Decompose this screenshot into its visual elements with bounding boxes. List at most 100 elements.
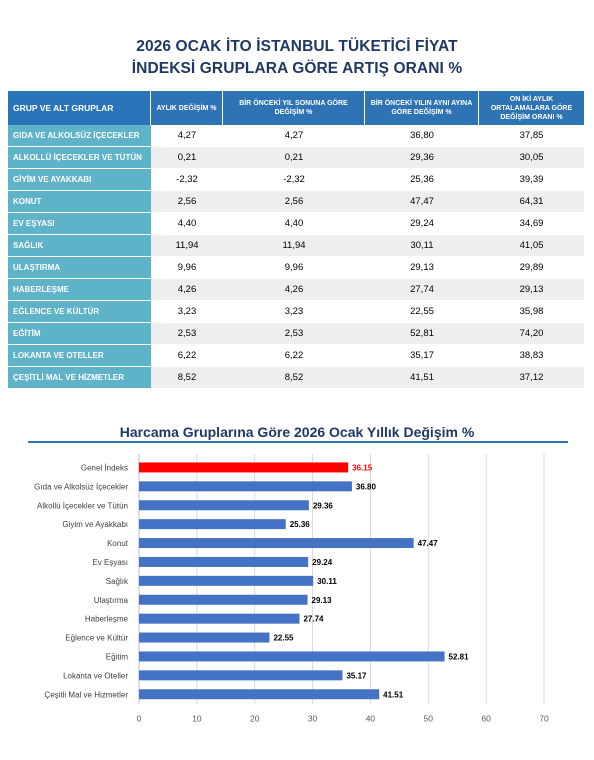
bar: [139, 500, 309, 511]
table-row: HABERLEŞME 4,26 4,26 27,74 29,13: [8, 279, 584, 301]
year-end-value: 2,56: [223, 191, 365, 213]
table-row: LOKANTA VE OTELLER 6,22 6,22 35,17 38,83: [8, 345, 584, 367]
table-row: ULAŞTIRMA 9,96 9,96 29,13 29,89: [8, 257, 584, 279]
monthly-value: 3,23: [151, 301, 223, 323]
monthly-value: 9,96: [151, 257, 223, 279]
same-month-value: 29,24: [365, 213, 479, 235]
bar: [139, 575, 314, 586]
monthly-value: 6,22: [151, 345, 223, 367]
row-label: ÇEŞİTLİ MAL VE HİZMETLER: [8, 367, 151, 389]
category-label: Giyim ve Ayakkabı: [62, 520, 128, 529]
category-label: Çeşitli Mal ve Hizmetler: [44, 690, 128, 699]
year-end-value: 4,40: [223, 213, 365, 235]
table-row: KONUT 2,56 2,56 47,47 64,31: [8, 191, 584, 213]
table-row: EV EŞYASI 4,40 4,40 29,24 34,69: [8, 213, 584, 235]
table-row: SAĞLIK 11,94 11,94 30,11 41,05: [8, 235, 584, 257]
monthly-value: 4,40: [151, 213, 223, 235]
page-title: 2026 OCAK İTO İSTANBUL TÜKETİCİ FİYAT İN…: [0, 36, 594, 80]
row-label: EĞLENCE VE KÜLTÜR: [8, 301, 151, 323]
twelve-month-value: 37,85: [479, 125, 584, 147]
header-group: GRUP VE ALT GRUPLAR: [8, 91, 151, 125]
twelve-month-value: 34,69: [479, 213, 584, 235]
table-row: GİYİM VE AYAKKABI -2,32 -2,32 25,36 39,39: [8, 169, 584, 191]
twelve-month-value: 41,05: [479, 235, 584, 257]
table-header-row: GRUP VE ALT GRUPLAR AYLIK DEĞİŞİM % BİR …: [8, 91, 584, 125]
chart-title-rule: [28, 441, 568, 443]
twelve-month-value: 35,98: [479, 301, 584, 323]
category-label: Sağlık: [106, 577, 129, 586]
table-row: EĞLENCE VE KÜLTÜR 3,23 3,23 22,55 35,98: [8, 301, 584, 323]
table-row: GIDA VE ALKOLSÜZ İÇECEKLER 4,27 4,27 36,80 3…: [8, 125, 584, 147]
monthly-value: 2,56: [151, 191, 223, 213]
monthly-value: 8,52: [151, 367, 223, 389]
bar-chart: 0 10 20 30 40 50 60 70 Genel İndeks 36.15 Gıda ve …: [34, 454, 549, 724]
year-end-value: 0,21: [223, 147, 365, 169]
bar: [139, 519, 286, 530]
monthly-value: 0,21: [151, 147, 223, 169]
inflation-table: GRUP VE ALT GRUPLAR AYLIK DEĞİŞİM % BİR …: [8, 91, 584, 389]
header-monthly: AYLIK DEĞİŞİM %: [151, 91, 223, 125]
twelve-month-value: 38,83: [479, 345, 584, 367]
same-month-value: 27,74: [365, 279, 479, 301]
data-label: 22.55: [273, 634, 294, 643]
row-label: GİYİM VE AYAKKABI: [8, 169, 151, 191]
same-month-value: 41,51: [365, 367, 479, 389]
bar: [139, 556, 309, 567]
category-label: Genel İndeks: [81, 463, 128, 472]
data-label: 36.15: [352, 463, 373, 472]
category-label: Ulaştırma: [94, 596, 129, 605]
table-row: ALKOLLÜ İÇECEKLER VE TÜTÜN 0,21 0,21 29,36 3…: [8, 147, 584, 169]
data-label: 52.81: [449, 652, 470, 661]
row-label: GIDA VE ALKOLSÜZ İÇECEKLER: [8, 125, 151, 147]
x-tick-label: 70: [539, 714, 549, 724]
category-label: Alkollü İçecekler ve Tütün: [37, 501, 128, 510]
twelve-month-value: 64,31: [479, 191, 584, 213]
same-month-value: 30,11: [365, 235, 479, 257]
table-row: ÇEŞİTLİ MAL VE HİZMETLER 8,52 8,52 41,51 37,…: [8, 367, 584, 389]
x-tick-label: 40: [366, 714, 376, 724]
data-label: 29.24: [312, 558, 333, 567]
twelve-month-value: 29,89: [479, 257, 584, 279]
category-label: Eğitim: [106, 652, 129, 661]
same-month-value: 47,47: [365, 191, 479, 213]
bar: [139, 670, 343, 681]
x-tick-label: 0: [137, 714, 142, 724]
data-label: 47.47: [418, 539, 439, 548]
table-row: EĞİTİM 2,53 2,53 52,81 74,20: [8, 323, 584, 345]
row-label: EV EŞYASI: [8, 213, 151, 235]
year-end-value: 6,22: [223, 345, 365, 367]
year-end-value: 2,53: [223, 323, 365, 345]
data-label: 29.13: [312, 596, 333, 605]
bar: [139, 689, 380, 700]
category-label: Eğlence ve Kültür: [65, 634, 128, 643]
header-twelve-month: ON İKİ AYLIK ORTALAMALARA GÖRE DEĞİŞİM O…: [479, 91, 584, 125]
x-tick-label: 30: [308, 714, 318, 724]
x-tick-label: 10: [192, 714, 202, 724]
category-label: Gıda ve Alkolsüz İçecekler: [34, 482, 128, 491]
twelve-month-value: 74,20: [479, 323, 584, 345]
same-month-value: 29,13: [365, 257, 479, 279]
bar: [139, 632, 270, 643]
year-end-value: 11,94: [223, 235, 365, 257]
year-end-value: 4,27: [223, 125, 365, 147]
category-label: Konut: [107, 539, 129, 548]
data-label: 36.80: [356, 482, 377, 491]
x-tick-label: 20: [250, 714, 260, 724]
data-label: 35.17: [346, 671, 367, 680]
same-month-value: 29,36: [365, 147, 479, 169]
bar: [139, 651, 445, 662]
bar: [139, 538, 414, 549]
row-label: SAĞLIK: [8, 235, 151, 257]
category-label: Ev Eşyası: [92, 558, 128, 567]
twelve-month-value: 39,39: [479, 169, 584, 191]
bar: [139, 462, 349, 473]
monthly-value: 2,53: [151, 323, 223, 345]
header-year-end: BİR ÖNCEKİ YIL SONUNA GÖRE DEĞİŞİM %: [223, 91, 365, 125]
twelve-month-value: 30,05: [479, 147, 584, 169]
year-end-value: -2,32: [223, 169, 365, 191]
row-label: LOKANTA VE OTELLER: [8, 345, 151, 367]
same-month-value: 36,80: [365, 125, 479, 147]
twelve-month-value: 37,12: [479, 367, 584, 389]
data-label: 29.36: [313, 501, 334, 510]
row-label: KONUT: [8, 191, 151, 213]
